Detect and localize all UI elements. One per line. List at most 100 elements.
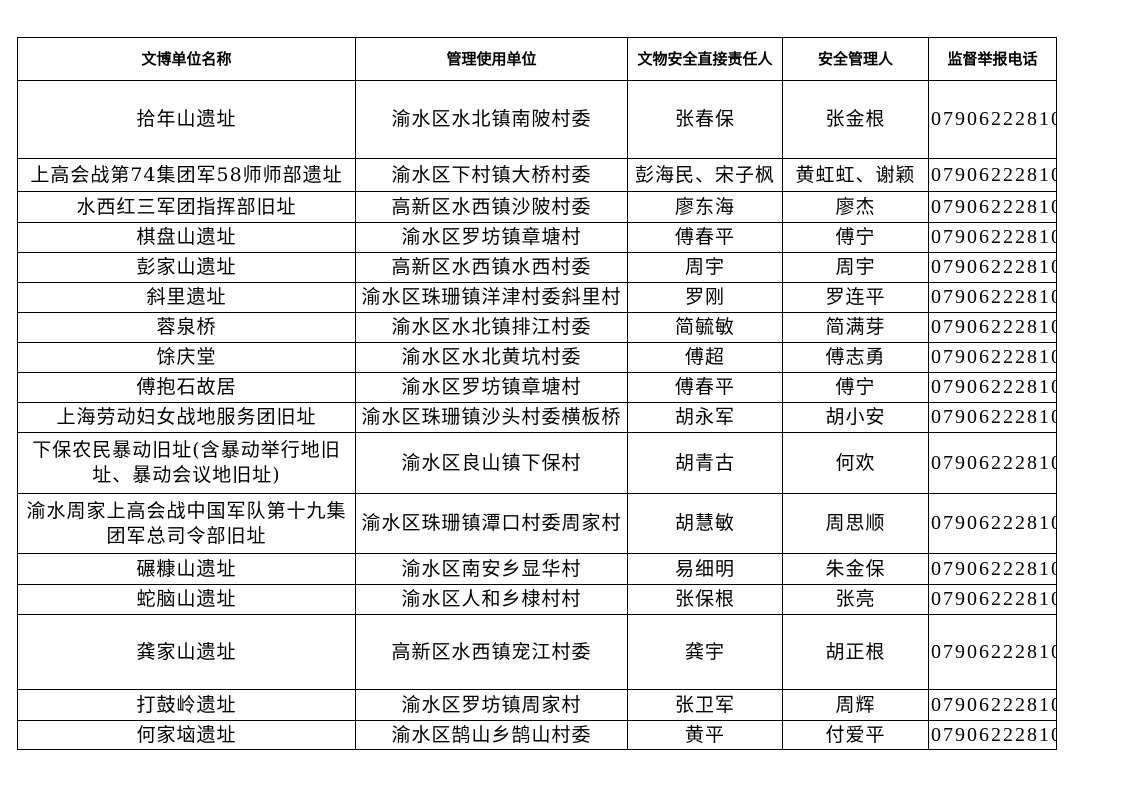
header-direct-responsible: 文物安全直接责任人: [627, 37, 783, 81]
header-row: 文博单位名称 管理使用单位 文物安全直接责任人 安全管理人 监督举报电话: [17, 37, 1057, 81]
cell-safety-manager: 张金根: [782, 80, 929, 159]
cell-report-phone: 07906222810: [928, 342, 1057, 373]
table-row: 碾糠山遗址 渝水区南安乡显华村 易细明 朱金保 07906222810: [17, 553, 1057, 585]
header-safety-manager: 安全管理人: [782, 37, 929, 81]
cell-management-unit: 渝水区罗坊镇周家村: [355, 689, 628, 721]
cell-management-unit: 渝水区人和乡棣村村: [355, 584, 628, 615]
cell-direct-responsible: 廖东海: [627, 191, 783, 223]
cell-management-unit: 高新区水西镇宠江村委: [355, 614, 628, 690]
cell-direct-responsible: 傅春平: [627, 372, 783, 403]
cell-safety-manager: 周思顺: [782, 493, 929, 554]
cell-safety-manager: 简满芽: [782, 312, 929, 343]
cell-safety-manager: 傅宁: [782, 222, 929, 253]
header-site-name: 文博单位名称: [17, 37, 356, 81]
cell-report-phone: 07906222810: [928, 191, 1057, 223]
cell-direct-responsible: 简毓敏: [627, 312, 783, 343]
cell-report-phone: 07906222810: [928, 222, 1057, 253]
cell-direct-responsible: 胡慧敏: [627, 493, 783, 554]
cell-direct-responsible: 张卫军: [627, 689, 783, 721]
cell-site-name: 下保农民暴动旧址(含暴动举行地旧址、暴动会议地旧址): [17, 432, 356, 494]
table-row: 龚家山遗址 高新区水西镇宠江村委 龚宇 胡正根 07906222810: [17, 614, 1057, 690]
table-row: 拾年山遗址 渝水区水北镇南陂村委 张春保 张金根 07906222810: [17, 80, 1057, 159]
cell-site-name: 棋盘山遗址: [17, 222, 356, 253]
cell-safety-manager: 付爱平: [782, 720, 929, 750]
cell-safety-manager: 傅志勇: [782, 342, 929, 373]
header-management-unit: 管理使用单位: [355, 37, 628, 81]
cell-management-unit: 渝水区水北黄坑村委: [355, 342, 628, 373]
cell-site-name: 彭家山遗址: [17, 252, 356, 283]
cell-safety-manager: 周宇: [782, 252, 929, 283]
cell-report-phone: 07906222810: [928, 158, 1057, 192]
cell-site-name: 蓉泉桥: [17, 312, 356, 343]
cell-management-unit: 高新区水西镇沙陂村委: [355, 191, 628, 223]
cell-report-phone: 07906222810: [928, 252, 1057, 283]
cell-safety-manager: 胡正根: [782, 614, 929, 690]
table-row: 棋盘山遗址 渝水区罗坊镇章塘村 傅春平 傅宁 07906222810: [17, 222, 1057, 253]
table-row: 上海劳动妇女战地服务团旧址 渝水区珠珊镇沙头村委横板桥 胡永军 胡小安 07906222…: [17, 402, 1057, 433]
heritage-safety-table: 文博单位名称 管理使用单位 文物安全直接责任人 安全管理人 监督举报电话 拾年山…: [17, 37, 1057, 750]
cell-management-unit: 渝水区珠珊镇潭口村委周家村: [355, 493, 628, 554]
table-row: 蛇脑山遗址 渝水区人和乡棣村村 张保根 张亮 07906222810: [17, 584, 1057, 615]
table-row: 斜里遗址 渝水区珠珊镇洋津村委斜里村 罗刚 罗连平 07906222810: [17, 282, 1057, 313]
cell-report-phone: 07906222810: [928, 614, 1057, 690]
cell-management-unit: 渝水区罗坊镇章塘村: [355, 372, 628, 403]
cell-safety-manager: 黄虹虹、谢颖: [782, 158, 929, 192]
cell-report-phone: 07906222810: [928, 553, 1057, 585]
cell-management-unit: 渝水区水北镇排江村委: [355, 312, 628, 343]
cell-direct-responsible: 傅超: [627, 342, 783, 373]
cell-report-phone: 07906222810: [928, 493, 1057, 554]
cell-management-unit: 渝水区下村镇大桥村委: [355, 158, 628, 192]
cell-report-phone: 07906222810: [928, 402, 1057, 433]
table-row: 下保农民暴动旧址(含暴动举行地旧址、暴动会议地旧址) 渝水区良山镇下保村 胡青古 何欢…: [17, 432, 1057, 494]
cell-direct-responsible: 胡青古: [627, 432, 783, 494]
cell-report-phone: 07906222810: [928, 720, 1057, 750]
cell-report-phone: 07906222810: [928, 689, 1057, 721]
cell-site-name: 斜里遗址: [17, 282, 356, 313]
cell-safety-manager: 朱金保: [782, 553, 929, 585]
cell-report-phone: 07906222810: [928, 372, 1057, 403]
cell-report-phone: 07906222810: [928, 432, 1057, 494]
cell-management-unit: 渝水区罗坊镇章塘村: [355, 222, 628, 253]
table-row: 傅抱石故居 渝水区罗坊镇章塘村 傅春平 傅宁 07906222810: [17, 372, 1057, 403]
table-row: 彭家山遗址 高新区水西镇水西村委 周宇 周宇 07906222810: [17, 252, 1057, 283]
cell-site-name: 水西红三军团指挥部旧址: [17, 191, 356, 223]
cell-direct-responsible: 胡永军: [627, 402, 783, 433]
cell-direct-responsible: 傅春平: [627, 222, 783, 253]
cell-safety-manager: 傅宁: [782, 372, 929, 403]
cell-safety-manager: 张亮: [782, 584, 929, 615]
cell-management-unit: 渝水区珠珊镇洋津村委斜里村: [355, 282, 628, 313]
cell-safety-manager: 胡小安: [782, 402, 929, 433]
table-row: 馀庆堂 渝水区水北黄坑村委 傅超 傅志勇 07906222810: [17, 342, 1057, 373]
cell-report-phone: 07906222810: [928, 584, 1057, 615]
table-row: 蓉泉桥 渝水区水北镇排江村委 简毓敏 简满芽 07906222810: [17, 312, 1057, 343]
cell-direct-responsible: 黄平: [627, 720, 783, 750]
cell-site-name: 蛇脑山遗址: [17, 584, 356, 615]
cell-site-name: 馀庆堂: [17, 342, 356, 373]
cell-report-phone: 07906222810: [928, 80, 1057, 159]
header-report-phone: 监督举报电话: [928, 37, 1057, 81]
cell-site-name: 拾年山遗址: [17, 80, 356, 159]
table-row: 渝水周家上高会战中国军队第十九集团军总司令部旧址 渝水区珠珊镇潭口村委周家村 胡慧敏…: [17, 493, 1057, 554]
cell-safety-manager: 何欢: [782, 432, 929, 494]
table-row: 上高会战第74集团军58师师部遗址 渝水区下村镇大桥村委 彭海民、宋子枫 黄虹虹、谢颖…: [17, 158, 1057, 192]
cell-report-phone: 07906222810: [928, 282, 1057, 313]
cell-management-unit: 高新区水西镇水西村委: [355, 252, 628, 283]
cell-direct-responsible: 张保根: [627, 584, 783, 615]
cell-direct-responsible: 周宇: [627, 252, 783, 283]
cell-site-name: 何家垴遗址: [17, 720, 356, 750]
cell-management-unit: 渝水区鹄山乡鹄山村委: [355, 720, 628, 750]
cell-site-name: 打鼓岭遗址: [17, 689, 356, 721]
cell-management-unit: 渝水区良山镇下保村: [355, 432, 628, 494]
cell-site-name: 上高会战第74集团军58师师部遗址: [17, 158, 356, 192]
cell-management-unit: 渝水区珠珊镇沙头村委横板桥: [355, 402, 628, 433]
cell-site-name: 渝水周家上高会战中国军队第十九集团军总司令部旧址: [17, 493, 356, 554]
cell-management-unit: 渝水区水北镇南陂村委: [355, 80, 628, 159]
cell-safety-manager: 廖杰: [782, 191, 929, 223]
cell-direct-responsible: 彭海民、宋子枫: [627, 158, 783, 192]
cell-site-name: 傅抱石故居: [17, 372, 356, 403]
cell-direct-responsible: 张春保: [627, 80, 783, 159]
cell-safety-manager: 周辉: [782, 689, 929, 721]
table-row: 水西红三军团指挥部旧址 高新区水西镇沙陂村委 廖东海 廖杰 07906222810: [17, 191, 1057, 223]
cell-site-name: 上海劳动妇女战地服务团旧址: [17, 402, 356, 433]
cell-management-unit: 渝水区南安乡显华村: [355, 553, 628, 585]
